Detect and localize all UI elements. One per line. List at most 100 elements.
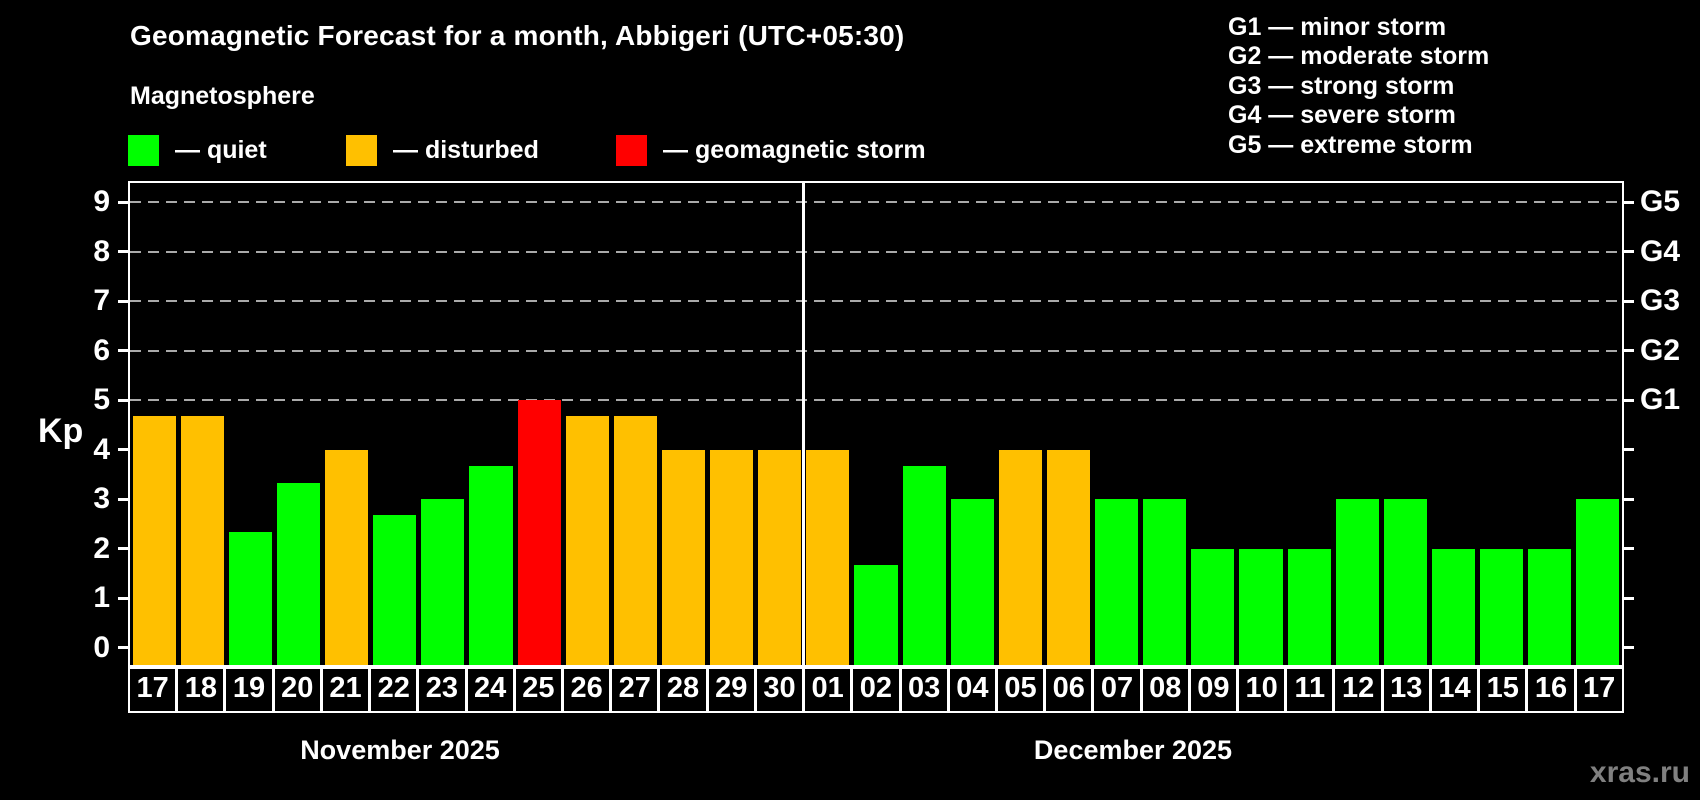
- bar-dec-04: [950, 499, 994, 667]
- bar-dec-17: [1576, 499, 1620, 667]
- gridline-kp9: [130, 201, 1622, 203]
- month-label-december: December 2025: [1033, 735, 1233, 765]
- storm-legend-label: — geomagnetic storm: [663, 136, 926, 164]
- day-label-nov-26: 26: [564, 667, 613, 711]
- storm-color-swatch: [616, 135, 647, 166]
- g-level-label-g4: G4: [1640, 234, 1681, 268]
- day-label-nov-20: 20: [275, 667, 323, 711]
- bar-nov-27: [613, 416, 657, 667]
- gridline-kp8: [130, 250, 1622, 253]
- y-tick-label-1: 1: [93, 581, 110, 614]
- y-tick-5: [118, 398, 130, 402]
- day-label-nov-18: 18: [178, 667, 227, 711]
- day-label-dec-17: 17: [1583, 672, 1616, 704]
- month-label-november: November 2025: [300, 735, 500, 765]
- bar-nov-29: [710, 449, 754, 667]
- bar-dec-05: [998, 449, 1042, 667]
- g-level-label-g5: G5: [1640, 185, 1681, 218]
- g2-legend-line: G2 — moderate storm: [1228, 42, 1490, 71]
- bar-dec-01: [806, 449, 850, 667]
- day-label-nov-25: 25: [516, 667, 564, 711]
- day-label-dec-01: 01: [805, 667, 854, 711]
- day-label-dec-02: 02: [853, 667, 902, 711]
- g4-legend-line: G4 — severe storm: [1228, 101, 1456, 130]
- day-label-dec-05: 05: [998, 667, 1047, 711]
- day-label-nov-22: 22: [371, 667, 420, 711]
- day-label-nov-17: 17: [130, 667, 179, 711]
- bar-dec-11: [1287, 548, 1331, 667]
- day-label-dec-16: 16: [1528, 667, 1577, 711]
- day-label-dec-08: 08: [1143, 667, 1191, 711]
- bar-dec-12: [1335, 499, 1379, 667]
- day-label-dec-12: 12: [1335, 667, 1384, 711]
- y-tick-label-4: 4: [93, 432, 110, 466]
- y-tick-8: [118, 250, 130, 253]
- day-label-dec-13: 13: [1384, 667, 1432, 711]
- legend-item-quiet: — quiet: [128, 135, 267, 166]
- bar-dec-09: [1191, 548, 1235, 667]
- bar-nov-23: [421, 499, 465, 667]
- y-tick-1: [118, 596, 130, 600]
- g5-legend-line: G5 — extreme storm: [1228, 130, 1473, 159]
- bar-nov-19: [228, 532, 272, 667]
- watermark: xras.ru: [1589, 756, 1690, 789]
- g-level-label-g3: G3: [1640, 284, 1681, 317]
- y-tick-3: [118, 497, 130, 501]
- bar-nov-30: [758, 449, 802, 667]
- y-tick-label-6: 6: [93, 333, 110, 367]
- bar-nov-17: [132, 416, 176, 667]
- bar-nov-24: [469, 465, 513, 667]
- plot-area: [128, 181, 1624, 669]
- right-tick-5: [1622, 398, 1634, 402]
- legend-item-disturbed: — disturbed: [346, 135, 539, 166]
- gridline-kp5: [130, 399, 1622, 401]
- bar-nov-26: [565, 416, 609, 667]
- day-label-nov-27: 27: [612, 667, 661, 711]
- quiet-color-swatch: [128, 135, 159, 166]
- day-label-dec-11: 11: [1287, 667, 1336, 711]
- y-tick-2: [118, 547, 130, 550]
- bar-nov-20: [276, 482, 320, 667]
- g-level-label-g2: G2: [1640, 333, 1681, 367]
- bar-dec-14: [1431, 548, 1476, 667]
- right-tick-2: [1622, 547, 1634, 550]
- right-tick-0: [1622, 646, 1634, 649]
- bar-nov-28: [661, 449, 706, 667]
- y-tick-label-7: 7: [93, 284, 110, 317]
- day-label-nov-29: 29: [709, 667, 757, 711]
- day-label-nov-24: 24: [468, 667, 516, 711]
- right-tick-1: [1622, 596, 1634, 600]
- right-tick-4: [1622, 448, 1634, 451]
- day-label-dec-14: 14: [1432, 667, 1481, 711]
- y-axis-title: Kp: [38, 412, 84, 450]
- day-label-dec-04: 04: [950, 667, 998, 711]
- day-label-dec-07: 07: [1094, 667, 1143, 711]
- bar-nov-21: [325, 449, 369, 667]
- bar-dec-16: [1528, 548, 1572, 667]
- bar-dec-10: [1239, 548, 1283, 667]
- disturbed-legend-label: — disturbed: [393, 136, 539, 164]
- y-tick-7: [118, 299, 130, 303]
- right-tick-6: [1622, 349, 1634, 352]
- chart-title: Geomagnetic Forecast for a month, Abbige…: [130, 20, 905, 51]
- y-tick-label-0: 0: [93, 630, 110, 664]
- y-tick-4: [118, 448, 130, 451]
- bar-nov-25: [517, 400, 561, 667]
- g-level-label-g1: G1: [1640, 383, 1681, 416]
- bar-dec-06: [1046, 449, 1091, 667]
- month-separator-line: [802, 183, 806, 667]
- y-tick-label-9: 9: [93, 185, 110, 218]
- g1-legend-line: G1 — minor storm: [1228, 13, 1447, 41]
- bar-dec-02: [854, 564, 898, 667]
- y-tick-9: [118, 200, 130, 204]
- day-label-dec-03: 03: [902, 667, 950, 711]
- bar-nov-22: [373, 515, 417, 667]
- y-tick-label-8: 8: [93, 234, 110, 268]
- day-axis: 17 18 19 20 21 22 23 24 25 26 27 28 29 30 01 02 03 04 05 06…: [128, 665, 1624, 713]
- gridline-kp6: [130, 349, 1622, 352]
- day-label-dec-10: 10: [1239, 667, 1288, 711]
- disturbed-color-swatch: [346, 135, 377, 166]
- magnetosphere-label: Magnetosphere: [130, 82, 315, 110]
- y-tick-6: [118, 349, 130, 352]
